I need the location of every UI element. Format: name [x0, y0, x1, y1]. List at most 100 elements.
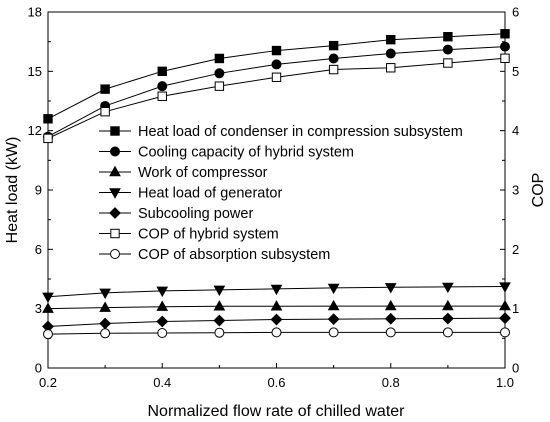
- x-tick-label: 0.4: [153, 375, 171, 390]
- data-point-series-4: [270, 284, 283, 296]
- data-point-series-5: [99, 317, 112, 330]
- data-point-series-2: [328, 53, 339, 64]
- data-point-series-7: [385, 327, 396, 338]
- left-tick-label: 15: [28, 64, 42, 79]
- data-point-series-4: [42, 292, 54, 304]
- data-point-series-5: [384, 312, 397, 325]
- legend-label: Work of compressor: [138, 165, 268, 181]
- legend: Heat load of condenser in compression su…: [99, 124, 463, 263]
- data-point-series-3: [156, 300, 169, 311]
- data-point-series-1: [100, 84, 110, 94]
- legend-label: Heat load of generator: [138, 186, 282, 202]
- data-point-series-6: [386, 63, 396, 73]
- data-point-series-2: [214, 68, 225, 79]
- right-tick-label: 0: [512, 361, 519, 376]
- right-axis-title: COP: [530, 173, 547, 208]
- data-point-series-4: [442, 282, 454, 294]
- left-tick-label: 18: [28, 5, 42, 20]
- data-point-series-7: [214, 327, 225, 338]
- left-axis-title: Heat load (kW): [4, 137, 21, 244]
- data-point-series-6: [328, 64, 339, 75]
- legend-label: Heat load of condenser in compression su…: [138, 124, 463, 140]
- data-point-series-6: [443, 58, 453, 68]
- left-tick-label: 0: [35, 361, 42, 376]
- data-point-series-7: [43, 329, 53, 340]
- legend-symbol: [109, 165, 121, 177]
- legend-label: Cooling capacity of hybrid system: [138, 145, 354, 161]
- x-tick-label: 0.6: [267, 375, 285, 390]
- data-point-series-5: [499, 312, 511, 325]
- data-point-series-7: [442, 327, 453, 338]
- data-point-series-5: [270, 313, 283, 326]
- data-point-series-4: [327, 283, 340, 295]
- data-point-series-3: [99, 301, 111, 312]
- x-axis: 0.2 0.4 0.6 0.8 1.0: [39, 363, 514, 390]
- data-point-series-3: [499, 299, 511, 311]
- data-point-series-7: [500, 327, 510, 338]
- legend-label: COP of absorption subsystem: [138, 247, 330, 263]
- left-tick-label: 6: [35, 242, 42, 257]
- x-axis-title: Normalized flow rate of chilled water: [148, 403, 406, 420]
- right-tick-label: 2: [512, 242, 519, 257]
- data-point-series-1: [328, 40, 339, 51]
- data-point-series-4: [156, 286, 169, 298]
- legend-symbol: [110, 228, 120, 239]
- data-point-series-3: [384, 299, 397, 311]
- data-point-series-6: [500, 53, 510, 63]
- x-tick-label: 0.8: [382, 375, 400, 390]
- left-tick-label: 9: [35, 183, 42, 198]
- data-point-series-3: [327, 299, 340, 311]
- data-point-series-4: [213, 285, 226, 297]
- right-tick-label: 1: [512, 301, 519, 316]
- data-point-series-5: [441, 312, 454, 325]
- legend-symbol: [109, 207, 121, 219]
- legend-label: Subcooling power: [138, 206, 253, 222]
- legend-symbol: [109, 188, 121, 199]
- data-point-series-7: [157, 327, 168, 338]
- data-point-series-3: [270, 300, 283, 311]
- data-point-series-1: [43, 114, 53, 124]
- data-point-series-2: [442, 44, 453, 55]
- data-point-series-4: [99, 288, 111, 300]
- data-point-series-1: [157, 66, 167, 77]
- right-tick-label: 3: [512, 183, 519, 198]
- data-point-series-1: [214, 53, 225, 64]
- data-point-series-6: [157, 91, 167, 101]
- data-point-series-3: [42, 302, 54, 313]
- legend-label: COP of hybrid system: [138, 227, 279, 243]
- legend-symbol: [110, 126, 120, 136]
- data-point-series-2: [157, 81, 168, 92]
- data-point-series-5: [213, 314, 226, 327]
- data-point-series-5: [156, 315, 169, 328]
- data-point-series-6: [214, 81, 225, 91]
- x-tick-label: 1.0: [496, 375, 514, 390]
- x-tick-label: 0.2: [39, 375, 57, 390]
- data-point-series-6: [100, 106, 110, 117]
- left-axis: 0 3 6 9 12 15 18: [28, 5, 53, 376]
- legend-symbol: [110, 249, 120, 259]
- data-point-series-2: [385, 48, 396, 59]
- data-point-series-6: [271, 72, 282, 82]
- data-point-series-5: [327, 313, 340, 326]
- data-point-series-3: [442, 299, 454, 311]
- series-markers: [42, 29, 511, 340]
- left-tick-label: 3: [35, 301, 42, 316]
- right-axis: 0 1 2 3 4 5 6: [500, 5, 519, 376]
- data-point-series-1: [443, 32, 453, 42]
- right-tick-label: 4: [512, 123, 519, 138]
- data-point-series-4: [384, 283, 397, 294]
- data-point-series-6: [43, 133, 53, 144]
- data-point-series-7: [271, 327, 282, 338]
- data-point-series-3: [213, 300, 226, 311]
- legend-symbol: [110, 146, 120, 157]
- data-point-series-4: [499, 282, 511, 293]
- right-tick-label: 6: [512, 5, 519, 20]
- data-point-series-2: [500, 41, 510, 52]
- data-point-series-1: [271, 45, 282, 56]
- data-point-series-7: [100, 328, 111, 339]
- data-point-series-1: [386, 34, 396, 45]
- left-tick-label: 12: [28, 123, 42, 138]
- data-point-series-7: [328, 327, 339, 338]
- data-point-series-2: [271, 59, 282, 70]
